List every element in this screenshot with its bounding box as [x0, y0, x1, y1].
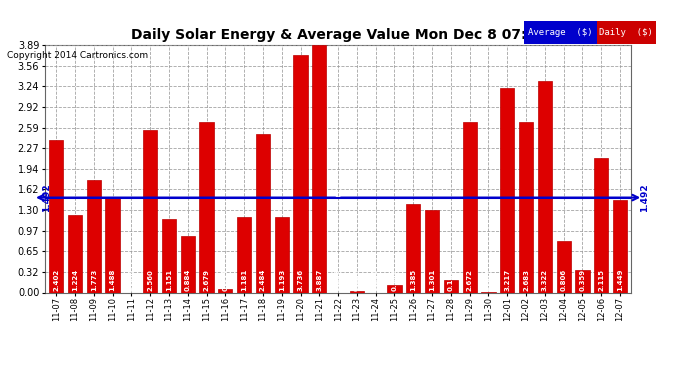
Bar [313, 45, 326, 292]
Text: 1.449: 1.449 [617, 269, 623, 291]
Bar [538, 81, 552, 292]
Text: Daily  ($): Daily ($) [600, 28, 653, 37]
Text: 1.492: 1.492 [42, 183, 51, 212]
Text: 1.492: 1.492 [640, 183, 649, 212]
Bar [68, 214, 82, 292]
Text: 3.887: 3.887 [316, 269, 322, 291]
Text: 0.198: 0.198 [448, 269, 454, 291]
Bar [406, 204, 420, 292]
Bar [106, 198, 119, 292]
Text: 3.322: 3.322 [542, 269, 548, 291]
Bar [557, 241, 571, 292]
Text: 2.115: 2.115 [598, 269, 604, 291]
Text: 0.359: 0.359 [580, 269, 586, 291]
Text: 0.122: 0.122 [391, 269, 397, 291]
Text: 3.217: 3.217 [504, 269, 511, 291]
Text: 2.672: 2.672 [466, 269, 473, 291]
Text: 0.055: 0.055 [222, 269, 228, 291]
Text: 0.027: 0.027 [354, 269, 360, 291]
Bar [594, 158, 609, 292]
Bar [162, 219, 176, 292]
Bar [500, 88, 514, 292]
Text: 1.773: 1.773 [90, 269, 97, 291]
Text: 0.000: 0.000 [373, 269, 379, 291]
Bar [181, 236, 195, 292]
Text: 0.806: 0.806 [561, 269, 566, 291]
Text: 1.151: 1.151 [166, 269, 172, 291]
Bar [388, 285, 402, 292]
Text: 0.000: 0.000 [128, 269, 135, 291]
Bar [613, 200, 627, 292]
Bar [275, 217, 288, 292]
Bar [143, 130, 157, 292]
Text: 1.301: 1.301 [429, 269, 435, 291]
Text: Average  ($): Average ($) [529, 28, 593, 37]
Text: 1.224: 1.224 [72, 269, 78, 291]
Text: 0.007: 0.007 [486, 269, 491, 291]
Text: 0.000: 0.000 [335, 269, 341, 291]
Bar [49, 140, 63, 292]
Text: 1.385: 1.385 [411, 269, 416, 291]
Text: 3.736: 3.736 [297, 269, 304, 291]
Bar [256, 135, 270, 292]
Text: 2.402: 2.402 [53, 269, 59, 291]
Text: 1.193: 1.193 [279, 269, 285, 291]
Bar [218, 289, 233, 292]
Title: Daily Solar Energy & Average Value Mon Dec 8 07:50: Daily Solar Energy & Average Value Mon D… [130, 28, 546, 42]
Bar [519, 122, 533, 292]
Bar [425, 210, 439, 292]
Bar [462, 123, 477, 292]
Text: 2.484: 2.484 [260, 269, 266, 291]
Text: 1.181: 1.181 [241, 269, 247, 291]
Bar [350, 291, 364, 292]
Bar [575, 270, 589, 292]
Text: 1.488: 1.488 [110, 269, 115, 291]
Bar [199, 122, 214, 292]
Text: Copyright 2014 Cartronics.com: Copyright 2014 Cartronics.com [7, 51, 148, 60]
Bar [293, 55, 308, 292]
Text: 2.683: 2.683 [523, 269, 529, 291]
Bar [444, 280, 458, 292]
Text: 2.679: 2.679 [204, 269, 210, 291]
Bar [237, 217, 251, 292]
Text: 0.884: 0.884 [185, 269, 190, 291]
Text: 2.560: 2.560 [147, 269, 153, 291]
Bar [87, 180, 101, 292]
